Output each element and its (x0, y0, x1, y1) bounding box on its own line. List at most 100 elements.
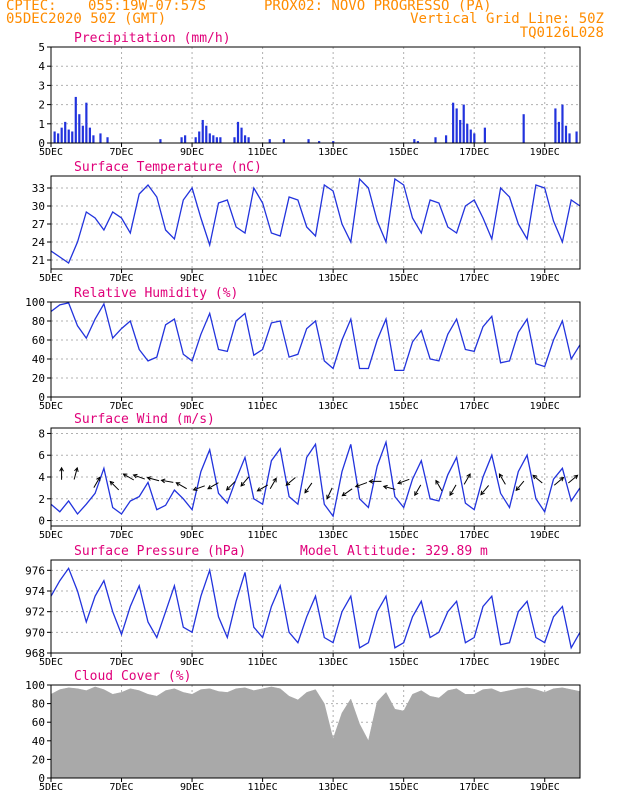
precip-bar (452, 102, 455, 143)
wind-arrow (568, 474, 578, 484)
precip-xtick-label: 17DEC (459, 147, 489, 158)
precip-bar (462, 104, 465, 143)
pressure-ytick-label: 974 (25, 585, 45, 598)
wind-arrow (109, 481, 120, 491)
wind-arrow (257, 484, 269, 492)
precip-bar (434, 137, 437, 143)
wind-arrow (449, 484, 457, 496)
precip-bar (180, 137, 183, 143)
precip-frame (50, 46, 581, 144)
temp-xtick-label: 5DEC (39, 273, 63, 284)
precip-bar (466, 123, 469, 143)
wind-arrow (342, 488, 353, 497)
cloud-xtick-label: 17DEC (459, 782, 489, 793)
cloud-ytick-label: 20 (32, 753, 45, 766)
precip-bar (71, 131, 74, 143)
precip-xtick-label: 9DEC (180, 147, 204, 158)
precip-bar (413, 139, 416, 143)
wind-arrow-head (515, 486, 521, 492)
precip-bar (564, 125, 568, 143)
wind-arrow (73, 467, 78, 480)
coordinates: 055:19W-07:57S (88, 0, 207, 14)
precip-bar (201, 119, 204, 143)
precip-bar (444, 135, 448, 143)
wind-arrow-head (435, 479, 440, 485)
wind-arrow-head (532, 474, 538, 480)
rh-title: Relative Humidity (%) (74, 286, 238, 301)
wind-arrow (515, 480, 525, 491)
precip-bar (208, 133, 211, 143)
rh-xtick-label: 19DEC (530, 401, 560, 412)
wind-arrow-head (132, 473, 138, 479)
precip-xtick-label: 13DEC (318, 147, 348, 158)
precip-bar (459, 119, 462, 143)
wind-arrow-head (192, 486, 198, 492)
precip-bar (212, 135, 215, 143)
temp-xtick-label: 7DEC (109, 273, 133, 284)
cloud-ytick-label: 40 (32, 735, 45, 748)
wind-arrow-head (122, 473, 128, 478)
rh-ytick-label: 100 (25, 296, 45, 309)
wind-arrow (123, 473, 135, 481)
precip-bar (57, 133, 60, 143)
center-label: CPTEC: (6, 0, 57, 14)
wind-arrow-head (272, 477, 277, 483)
precip-bar (81, 125, 84, 143)
precip-xtick-label: 5DEC (39, 147, 63, 158)
temp-ytick-label: 33 (32, 182, 45, 195)
precip-bar (198, 131, 201, 143)
precip-bar (243, 135, 247, 143)
grid-note: Vertical Grid Line: 50Z (410, 11, 604, 27)
precip-bar (78, 114, 81, 143)
wind-arrow (226, 481, 236, 491)
wind-xtick-label: 19DEC (530, 530, 560, 541)
rh-xtick-label: 11DEC (248, 401, 278, 412)
wind-xtick-label: 13DEC (318, 530, 348, 541)
temp-xtick-label: 17DEC (459, 273, 489, 284)
wind-arrow-head (304, 488, 309, 494)
wind-arrow-head (354, 483, 360, 488)
wind-arrow-head (146, 476, 152, 481)
cloud-title: Cloud Cover (%) (74, 669, 191, 684)
precip-bar (74, 96, 77, 143)
temp-series-line (50, 177, 581, 264)
precip-bar (60, 127, 63, 143)
pressure-series-line (50, 566, 581, 650)
precip-bar (106, 137, 109, 143)
precip-ytick-label: 0 (38, 137, 45, 150)
precip-bar (64, 121, 67, 143)
wind-arrow-head (559, 476, 565, 482)
rh-series-line (50, 302, 581, 372)
wind-arrow (553, 477, 564, 486)
wind-arrow-head (256, 487, 262, 492)
wind-arrow-head (285, 481, 291, 486)
precip-xtick-label: 19DEC (530, 147, 560, 158)
precip-bar (318, 141, 321, 143)
wind-arrow (480, 485, 490, 495)
cloud-ytick-label: 80 (32, 698, 45, 711)
wind-arrow-head (341, 491, 347, 497)
precip-xtick-label: 15DEC (389, 147, 419, 158)
wind-arrow (304, 482, 313, 494)
temp-xtick-label: 13DEC (318, 273, 348, 284)
precip-bar (561, 104, 564, 143)
wind-arrow (285, 477, 296, 486)
cloud-xtick-label: 19DEC (530, 782, 560, 793)
wind-arrow-head (326, 494, 331, 500)
wind-arrow-head (449, 491, 454, 497)
pressure-xtick-label: 13DEC (318, 657, 348, 668)
rh-xtick-label: 7DEC (109, 401, 133, 412)
wind-arrow (269, 478, 277, 489)
precip-bar (205, 125, 208, 143)
precip-bar (332, 141, 335, 143)
precip-bar (240, 127, 243, 143)
wind-arrow (207, 482, 219, 490)
wind-arrow-head (109, 480, 115, 486)
precip-bar (268, 139, 271, 143)
wind-arrow-head (414, 491, 419, 497)
rh-ytick-label: 20 (32, 372, 45, 385)
pressure-xtick-label: 19DEC (530, 657, 560, 668)
wind-series-line (50, 439, 581, 518)
wind-arrow-head (59, 466, 64, 472)
